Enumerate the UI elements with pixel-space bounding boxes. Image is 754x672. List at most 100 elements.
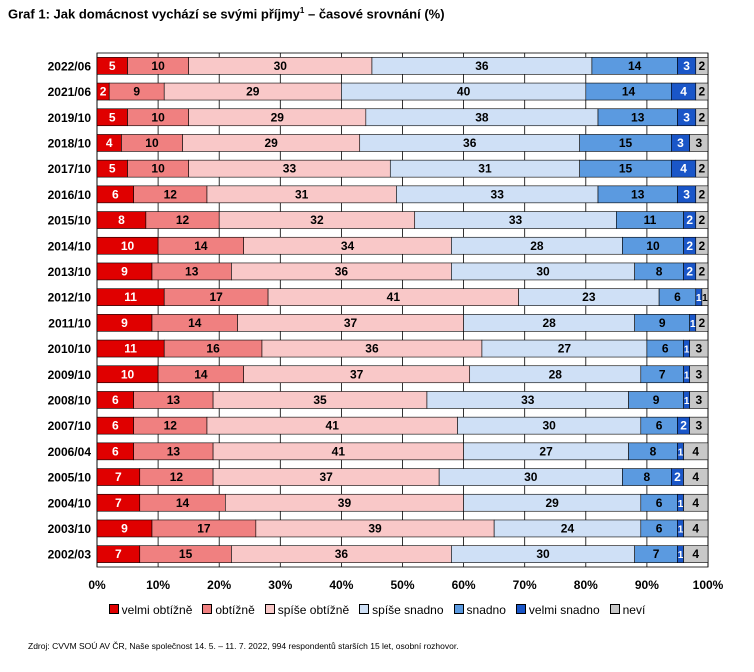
data-label: 2	[686, 239, 693, 253]
data-label: 17	[209, 290, 223, 304]
bar-segment	[689, 134, 709, 152]
chart-legend: velmi obtížně obtížně spíše obtížně spíše s…	[0, 603, 754, 617]
data-label: 29	[271, 110, 285, 124]
data-label: 10	[121, 367, 135, 381]
category-label: 2002/03	[48, 548, 92, 562]
x-tick-label: 80%	[574, 578, 598, 592]
x-tick-label: 40%	[329, 578, 353, 592]
bar-segment	[689, 416, 709, 435]
data-label: 13	[631, 110, 645, 124]
data-label: 10	[151, 59, 165, 73]
data-label: 7	[659, 367, 666, 381]
data-label: 8	[118, 213, 125, 227]
data-label: 11	[124, 290, 137, 304]
data-label: 15	[619, 136, 633, 150]
legend-swatch	[264, 604, 275, 614]
data-label: 37	[344, 316, 358, 330]
data-label: 9	[659, 316, 666, 330]
data-label: 7	[115, 547, 122, 561]
data-label: 15	[179, 547, 193, 561]
data-label: 36	[365, 342, 379, 356]
category-label: 2005/10	[48, 471, 92, 485]
data-label: 9	[133, 85, 140, 99]
data-label: 1	[678, 499, 684, 510]
data-label: 3	[695, 419, 702, 433]
data-label: 2	[699, 187, 706, 201]
category-label: 2011/10	[48, 316, 91, 330]
data-label: 15	[619, 162, 633, 176]
data-label: 39	[338, 496, 352, 510]
data-label: 40	[457, 85, 471, 99]
data-label: 29	[246, 85, 260, 99]
data-label: 4	[692, 521, 699, 535]
x-tick-label: 50%	[390, 578, 414, 592]
data-label: 9	[121, 521, 128, 535]
data-label: 6	[656, 419, 663, 433]
bar-segment	[689, 365, 709, 384]
data-label: 13	[185, 264, 199, 278]
data-label: 3	[695, 136, 702, 150]
category-label: 2017/10	[48, 162, 92, 176]
data-label: 36	[475, 59, 489, 73]
data-label: 12	[170, 470, 184, 484]
data-label: 2	[699, 213, 706, 227]
data-label: 3	[677, 136, 684, 150]
data-label: 33	[283, 162, 297, 176]
title-suffix: – časové srovnání (%)	[304, 6, 445, 22]
data-label: 33	[491, 187, 505, 201]
data-label: 28	[542, 316, 556, 330]
data-label: 3	[683, 110, 690, 124]
data-label: 39	[368, 521, 382, 535]
legend-label: snadno	[466, 603, 506, 617]
category-label: 2006/04	[48, 445, 92, 459]
data-label: 2	[686, 213, 693, 227]
x-tick-label: 0%	[88, 578, 106, 592]
legend-item: snadno	[453, 603, 506, 617]
data-label: 1	[690, 319, 696, 330]
data-label: 32	[310, 213, 324, 227]
data-label: 1	[678, 524, 684, 535]
category-label: 2019/10	[48, 111, 92, 125]
data-label: 1	[696, 293, 702, 304]
data-label: 14	[194, 367, 208, 381]
data-label: 16	[206, 342, 220, 356]
data-label: 41	[387, 290, 401, 304]
data-label: 4	[692, 470, 699, 484]
category-label: 2004/10	[48, 496, 92, 510]
data-label: 1	[684, 396, 690, 407]
data-label: 30	[536, 547, 550, 561]
data-label: 10	[151, 162, 165, 176]
data-label: 38	[475, 110, 489, 124]
data-label: 2	[699, 85, 706, 99]
data-label: 11	[644, 213, 657, 227]
title-superscript: 1	[299, 6, 305, 15]
data-label: 13	[631, 187, 645, 201]
data-label: 5	[109, 59, 116, 73]
data-label: 2	[680, 419, 687, 433]
data-label: 14	[628, 59, 642, 73]
data-label: 6	[656, 521, 663, 535]
bar-segment	[701, 288, 709, 306]
data-label: 9	[121, 264, 128, 278]
data-label: 33	[509, 213, 523, 227]
data-label: 36	[463, 136, 477, 150]
bar-segment	[695, 211, 709, 229]
data-label: 41	[332, 444, 346, 458]
data-label: 12	[164, 187, 178, 201]
data-label: 30	[542, 419, 556, 433]
data-label: 17	[197, 521, 211, 535]
x-tick-label: 90%	[635, 578, 659, 592]
bar-segment	[695, 236, 709, 255]
category-label: 2009/10	[48, 368, 92, 382]
x-tick-label: 30%	[268, 578, 292, 592]
data-label: 31	[295, 187, 309, 201]
data-label: 2	[100, 85, 107, 99]
legend-item: neví	[609, 603, 645, 617]
x-tick-label: 10%	[146, 578, 170, 592]
data-label: 8	[644, 470, 651, 484]
data-label: 35	[313, 393, 327, 407]
data-label: 2	[699, 316, 706, 330]
data-label: 5	[109, 162, 116, 176]
bar-segment	[689, 339, 709, 358]
data-label: 7	[115, 470, 122, 484]
